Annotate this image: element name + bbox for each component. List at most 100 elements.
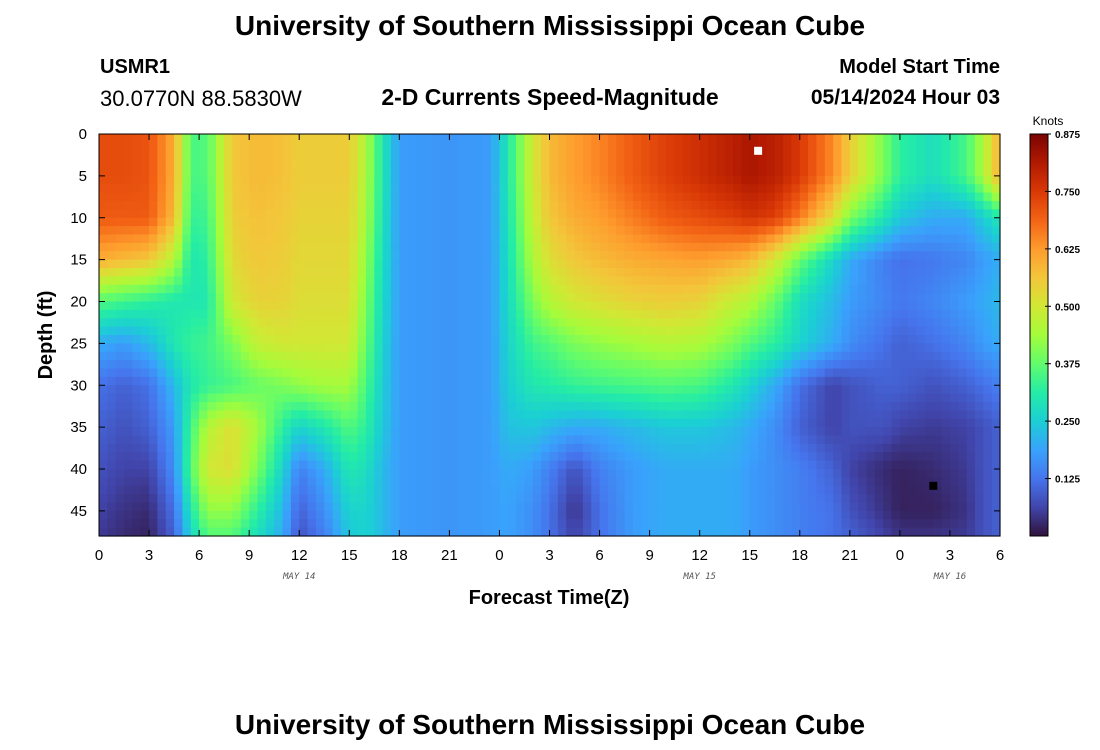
heatmap-cell — [866, 452, 876, 462]
heatmap-cell — [482, 443, 492, 453]
heatmap-cell — [499, 502, 509, 512]
heatmap-cell — [274, 460, 284, 470]
heatmap-cell — [741, 209, 751, 219]
heatmap-cell — [891, 435, 901, 445]
heatmap-cell — [249, 284, 259, 294]
heatmap-cell — [249, 494, 259, 504]
heatmap-cell — [399, 259, 409, 269]
heatmap-cell — [666, 402, 676, 411]
heatmap-cell — [791, 217, 801, 227]
heatmap-cell — [115, 175, 125, 185]
heatmap-cell — [649, 134, 659, 143]
heatmap-cell — [299, 209, 309, 219]
heatmap-cell — [566, 351, 576, 361]
heatmap-cell — [299, 510, 309, 520]
heatmap-cell — [991, 443, 1001, 453]
heatmap-cell — [749, 460, 759, 470]
heatmap-cell — [182, 217, 192, 227]
heatmap-cell — [758, 201, 767, 210]
heatmap-cell — [190, 226, 200, 236]
heatmap-cell — [933, 150, 943, 160]
heatmap-cell — [207, 318, 217, 328]
heatmap-cell — [165, 150, 175, 160]
heatmap-cell — [466, 142, 476, 152]
heatmap-cell — [340, 293, 350, 303]
heatmap-cell — [624, 460, 634, 470]
heatmap-cell — [716, 234, 726, 244]
heatmap-cell — [541, 184, 551, 194]
heatmap-cell — [649, 234, 659, 244]
heatmap-cell — [432, 209, 442, 219]
heatmap-cell — [274, 335, 284, 344]
heatmap-cell — [883, 184, 893, 194]
heatmap-cell — [983, 259, 993, 269]
heatmap-cell — [257, 385, 267, 395]
heatmap-cell — [816, 410, 826, 420]
heatmap-cell — [140, 418, 150, 428]
heatmap-cell — [607, 167, 617, 177]
heatmap-cell — [716, 276, 726, 286]
heatmap-cell — [399, 242, 409, 252]
heatmap-cell — [307, 502, 317, 512]
heatmap-cell — [766, 167, 776, 177]
heatmap-cell — [224, 368, 234, 378]
heatmap-cell — [482, 335, 492, 344]
heatmap-cell — [841, 326, 851, 336]
heatmap-cell — [808, 226, 818, 236]
heatmap-cell — [624, 435, 634, 445]
heatmap-cell — [382, 142, 392, 152]
heatmap-cell — [591, 284, 601, 294]
heatmap-cell — [190, 368, 200, 378]
heatmap-cell — [507, 443, 517, 453]
heatmap-cell — [741, 175, 751, 185]
heatmap-cell — [632, 343, 642, 353]
heatmap-cell — [816, 360, 826, 370]
heatmap-cell — [374, 418, 384, 428]
heatmap-cell — [474, 142, 484, 152]
heatmap-cell — [99, 477, 108, 487]
heatmap-cell — [165, 226, 175, 236]
heatmap-cell — [908, 402, 918, 411]
heatmap-cell — [691, 217, 701, 227]
heatmap-cell — [799, 393, 809, 403]
heatmap-cell — [666, 343, 676, 353]
heatmap-cell — [274, 494, 284, 504]
heatmap-cell — [566, 376, 576, 386]
heatmap-cell — [541, 368, 551, 378]
heatmap-cell — [265, 301, 275, 311]
heatmap-cell — [557, 259, 567, 269]
heatmap-cell — [749, 360, 759, 370]
heatmap-cell — [416, 452, 425, 462]
heatmap-cell — [199, 259, 209, 269]
heatmap-cell — [699, 242, 709, 252]
heatmap-cell — [841, 192, 851, 202]
heatmap-cell — [582, 510, 592, 520]
heatmap-cell — [307, 376, 317, 386]
heatmap-cell — [616, 217, 626, 227]
heatmap-cell — [657, 469, 667, 478]
heatmap-cell — [149, 351, 158, 361]
heatmap-cell — [641, 443, 651, 453]
heatmap-cell — [491, 293, 501, 303]
heatmap-cell — [374, 226, 384, 236]
heatmap-cell — [407, 485, 417, 495]
heatmap-cell — [899, 242, 909, 252]
heatmap-cell — [290, 443, 300, 453]
heatmap-cell — [424, 184, 434, 194]
heatmap-cell — [799, 460, 809, 470]
heatmap-cell — [974, 410, 984, 420]
heatmap-cell — [265, 477, 275, 487]
heatmap-cell — [799, 251, 809, 261]
heatmap-cell — [482, 134, 492, 143]
heatmap-cell — [808, 159, 818, 169]
heatmap-cell — [140, 393, 150, 403]
heatmap-cell — [708, 217, 717, 227]
heatmap-cell — [157, 134, 167, 143]
heatmap-cell — [240, 242, 250, 252]
heatmap-cell — [833, 435, 843, 445]
heatmap-cell — [899, 175, 909, 185]
heatmap-cell — [274, 351, 284, 361]
heatmap-cell — [449, 385, 459, 395]
heatmap-cell — [441, 393, 450, 403]
heatmap-cell — [624, 427, 634, 437]
